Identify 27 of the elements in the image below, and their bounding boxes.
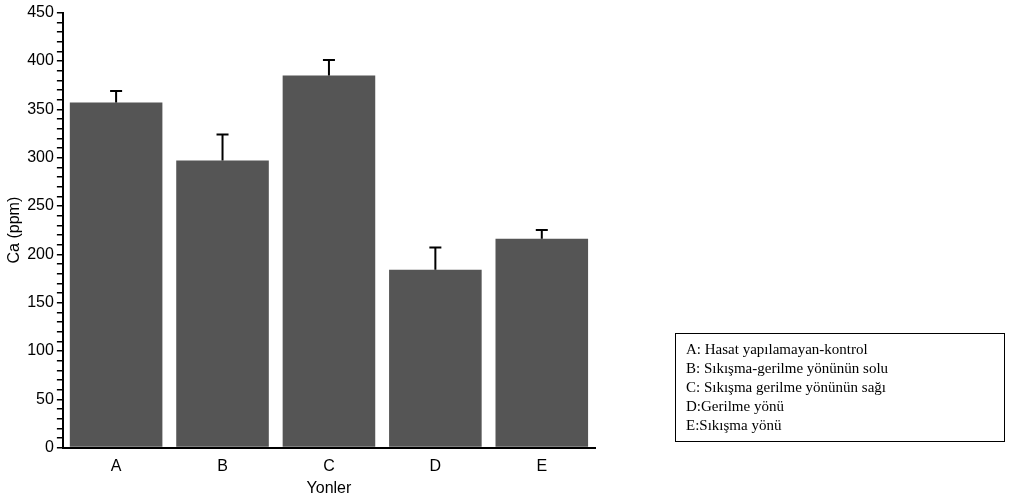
bar [69, 102, 163, 447]
text: A: Hasat yapılamayan-kontrol [686, 340, 869, 359]
text: E:Sıkışma yönü [686, 416, 783, 435]
y-tick-label: 0 [44, 438, 54, 456]
y-tick-label: 450 [27, 3, 54, 21]
y-axis-title: Ca (ppm) [5, 196, 23, 264]
text: D:Gerilme yönü [686, 397, 785, 416]
bar [389, 269, 482, 447]
x-tick-label: B [217, 456, 228, 474]
y-tick-label: 100 [27, 341, 54, 359]
y-tick-label: 250 [27, 196, 54, 214]
y-tick-label: 150 [27, 293, 54, 311]
x-tick-label: C [323, 456, 335, 474]
bar [176, 160, 269, 447]
text: B: Sıkışma-gerilme yönünün solu [686, 359, 890, 378]
x-tick-label: A [110, 456, 122, 474]
x-tick-label: D [429, 456, 442, 474]
y-tick-label: 200 [27, 244, 54, 262]
x-tick-label: E [536, 456, 548, 474]
y-tick-label: 350 [27, 99, 54, 117]
y-tick-label: 50 [36, 389, 54, 407]
y-tick-label: 300 [27, 148, 54, 166]
bar [282, 75, 376, 447]
x-axis-title: Yonler [306, 478, 353, 496]
y-tick-label: 400 [27, 51, 54, 69]
text: C: Sıkışma gerilme yönünün sağı [686, 378, 887, 397]
bar [495, 238, 589, 447]
